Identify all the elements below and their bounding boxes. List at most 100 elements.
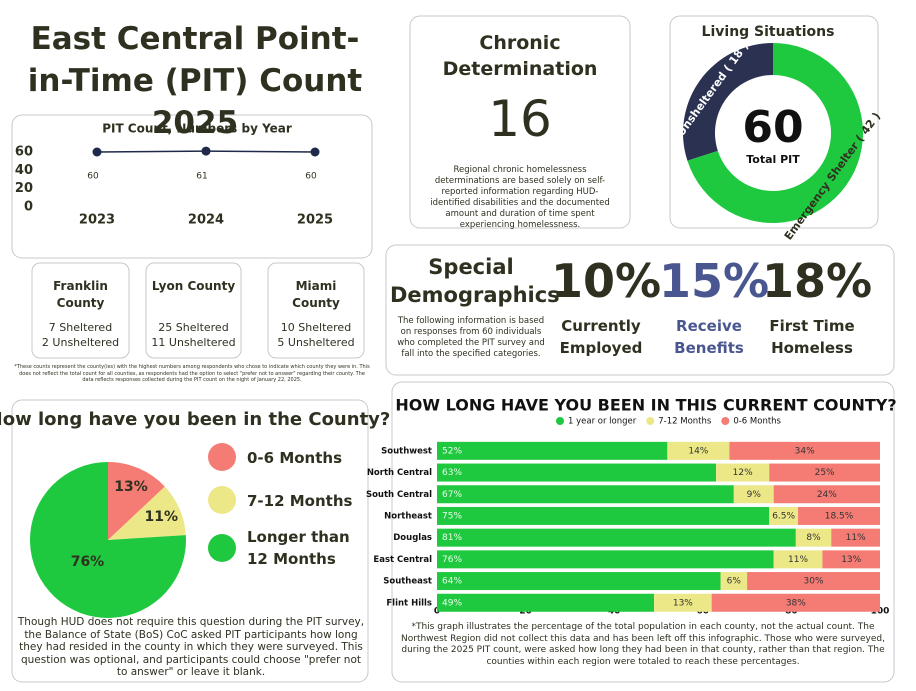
panel	[31, 262, 130, 359]
legend-swatch	[721, 417, 730, 425]
pie-slice	[108, 462, 165, 540]
data-label: 25%	[815, 468, 835, 478]
legend-swatch	[556, 417, 564, 425]
y-tick-label: 60	[15, 145, 33, 160]
bar-segment	[437, 528, 796, 547]
bar-segment	[769, 506, 799, 525]
county-sheltered: 10 Sheltered	[280, 321, 352, 334]
bar-segment	[773, 550, 823, 569]
data-label: 11%	[144, 509, 178, 525]
legend-label: 7-12 Months	[658, 417, 712, 427]
bar-segment	[437, 593, 655, 612]
legend-label: 1 year or longer	[568, 417, 637, 427]
bar-segment	[437, 485, 734, 504]
bar-note: *This graph illustrates the percentage o…	[401, 622, 885, 667]
legend-label: Longer than 12 Months	[247, 528, 350, 568]
data-label: 38%	[786, 598, 806, 608]
bar-segment	[773, 485, 880, 504]
stat-label: Receive Benefits	[674, 317, 744, 357]
y-tick-label: Southeast	[383, 577, 432, 587]
y-tick-label: Douglas	[393, 533, 432, 543]
bar-segment	[733, 485, 774, 504]
legend-swatch	[208, 534, 236, 562]
data-label: 34%	[795, 446, 815, 456]
pie-note: Though HUD does not require this questio…	[17, 616, 365, 678]
panel	[11, 114, 373, 259]
y-tick-label: Northeast	[384, 511, 432, 521]
county-name: Miami County	[292, 279, 340, 310]
data-label: 63%	[442, 468, 462, 478]
legend-label: 7-12 Months	[247, 492, 353, 510]
y-tick-label: 0	[24, 200, 33, 215]
data-label: 24%	[817, 490, 837, 500]
data-label: 13%	[841, 555, 861, 565]
chronic-text: Regional chronic homelessness determinat…	[430, 165, 610, 230]
bar-segment	[437, 550, 774, 569]
legend-label: 0-6 Months	[247, 449, 343, 467]
data-label: 60	[305, 172, 317, 182]
data-label: 12%	[733, 468, 753, 478]
y-tick-label: South Central	[366, 490, 432, 500]
bar-segment	[729, 441, 880, 460]
x-tick-label: 2023	[79, 213, 115, 228]
panel	[385, 244, 895, 376]
stat-value: 10%	[551, 254, 662, 308]
special-text: The following information is based on re…	[397, 316, 545, 359]
data-label: 13%	[673, 598, 693, 608]
data-label: 30%	[804, 577, 824, 587]
bar-segment	[831, 528, 880, 547]
chart-title: HOW LONG HAVE YOU BEEN IN THIS CURRENT C…	[395, 396, 896, 415]
total-label: Total PIT	[746, 153, 800, 166]
chronic-title: Chronic Determination	[442, 32, 598, 80]
data-label: 75%	[442, 511, 462, 521]
chart-title: Living Situations	[702, 24, 835, 40]
county-unsheltered: 11 Unsheltered	[151, 336, 236, 349]
pie-slice	[108, 486, 186, 540]
legend-swatch	[646, 417, 655, 425]
bar-segment	[654, 593, 712, 612]
donut-segment	[687, 43, 864, 224]
y-tick-label: East Central	[373, 555, 432, 565]
data-label: 9%	[747, 490, 762, 500]
data-label: 61	[196, 172, 207, 182]
county-sheltered: 25 Sheltered	[158, 321, 229, 334]
chronic-value: 16	[488, 90, 552, 148]
bar-segment	[711, 593, 880, 612]
x-tick-label: 2025	[297, 213, 333, 228]
legend-label: 0-6 Months	[733, 417, 781, 427]
point	[310, 147, 320, 157]
data-label: 13%	[114, 479, 148, 495]
bar-segment	[769, 463, 880, 482]
stat-value: 18%	[762, 254, 873, 308]
total-value: 60	[742, 102, 803, 153]
point	[92, 147, 102, 157]
bar-segment	[798, 506, 880, 525]
panel	[409, 15, 631, 229]
data-label: 81%	[442, 533, 462, 543]
county-unsheltered: 2 Unsheltered	[41, 336, 120, 349]
y-tick-label: 20	[15, 181, 33, 196]
county-name: Franklin County	[53, 279, 108, 310]
bar-segment	[822, 550, 880, 569]
bar-segment	[437, 506, 770, 525]
bar-segment	[667, 441, 730, 460]
data-label: 6%	[727, 577, 742, 587]
legend-swatch	[208, 443, 236, 471]
county-note: *These counts represent the county(ies) …	[14, 364, 370, 383]
bar-segment	[716, 463, 770, 482]
data-label: 6.5%	[772, 511, 795, 521]
pie-slice	[29, 462, 187, 618]
x-tick-label: 2024	[188, 213, 224, 228]
data-label: 8%	[806, 533, 821, 543]
y-tick-label: Southwest	[381, 446, 432, 456]
donut-segment	[683, 43, 773, 161]
bar-segment	[437, 463, 717, 482]
county-unsheltered: 5 Unsheltered	[277, 336, 355, 349]
data-label: 52%	[442, 446, 462, 456]
bar-segment	[437, 441, 668, 460]
data-label: 64%	[442, 577, 462, 587]
stat-label: Currently Employed	[559, 317, 643, 357]
panel	[267, 262, 365, 359]
